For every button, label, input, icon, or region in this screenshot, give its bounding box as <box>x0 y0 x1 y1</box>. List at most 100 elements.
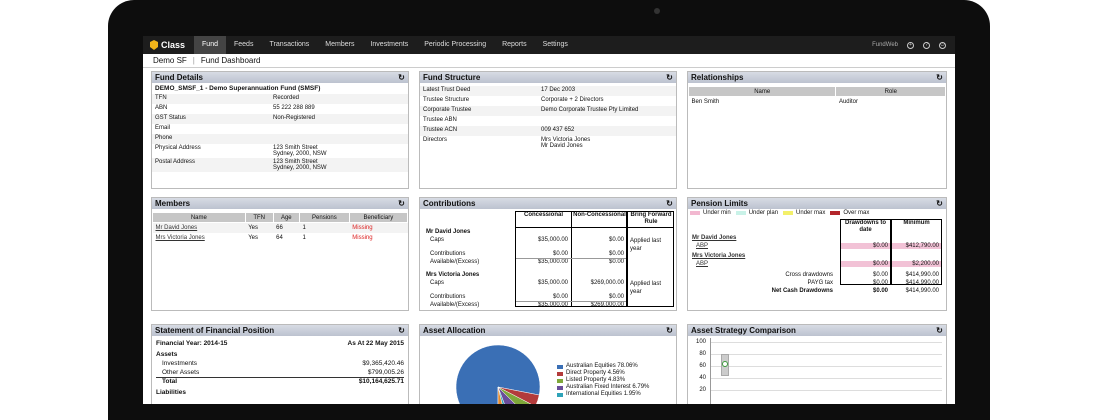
table-row: GST Status Non-Registered <box>152 114 408 124</box>
member-link[interactable]: Mr David Jones <box>692 235 737 241</box>
row-label: TFN <box>152 94 270 104</box>
financial-position-panel: Statement of Financial Position ↻ Financi… <box>151 324 409 404</box>
table-cell: Yes <box>248 224 258 231</box>
liabilities-heading: Liabilities <box>156 389 186 396</box>
member-link[interactable]: Mr David Jones <box>155 224 198 231</box>
row-label: Contributions <box>430 294 466 300</box>
refresh-icon[interactable]: ↻ <box>398 199 405 208</box>
relationships-table: Name Role Ben Smith Auditor <box>688 86 946 107</box>
panel-header: Statement of Financial Position ↻ <box>152 325 408 336</box>
nav-item-settings[interactable]: Settings <box>542 41 568 48</box>
row-label: Directors <box>423 137 448 143</box>
panel-title: Pension Limits <box>691 199 748 208</box>
concessional-value: $35,000.00 <box>537 280 568 286</box>
row-value <box>270 134 408 144</box>
refresh-icon[interactable]: ↻ <box>666 199 673 208</box>
refresh-icon[interactable]: ↻ <box>398 326 405 335</box>
pie-slice[interactable] <box>497 386 535 404</box>
total-label: Net Cash Drawdowns <box>771 288 833 294</box>
power-icon[interactable]: ⏻ <box>939 41 946 49</box>
pension-link[interactable]: ABP <box>696 261 709 267</box>
refresh-icon[interactable]: ↻ <box>398 73 405 82</box>
nav-item-transactions[interactable]: Transactions <box>269 41 310 48</box>
pie-slice[interactable] <box>497 386 513 404</box>
row-value: Mrs Victoria Jones Mr David Jones <box>541 137 591 149</box>
concessional-value: $0.00 <box>552 294 568 300</box>
axis-tick-label: 60 <box>699 363 706 369</box>
minimum-value: $412,790.00 <box>892 243 941 249</box>
column-header[interactable]: Pensions <box>298 212 350 223</box>
row-label: Investments <box>162 360 198 367</box>
pie-slice[interactable] <box>497 386 540 404</box>
row-value: 123 Smith Street Sydney, 2000, NSW <box>273 145 327 157</box>
column-header[interactable]: Age <box>272 212 300 223</box>
asset-strategy-panel: Asset Strategy Comparison ↻ 100 80 60 40 20 <box>687 324 947 404</box>
refresh-icon[interactable]: ↻ <box>666 73 673 82</box>
pie-slice[interactable] <box>497 386 528 404</box>
table-cell: 1 <box>302 234 306 241</box>
table-row: Phone <box>152 134 408 144</box>
row-label: Available/(Excess) <box>430 302 480 308</box>
breadcrumb-separator: | <box>192 56 195 65</box>
pie-slice[interactable] <box>455 344 541 404</box>
non-concessional-value: $0.00 <box>608 251 624 257</box>
fund-name: DEMO_SMSF_1 - Demo Superannuation Fund (… <box>155 85 321 92</box>
panel-title: Relationships <box>691 73 744 82</box>
column-header: Drawdowns to date <box>844 220 886 233</box>
row-label: Latest Trust Deed <box>420 86 538 96</box>
breadcrumb-fund[interactable]: Demo SF <box>153 56 187 65</box>
minimum-value: $2,200.00 <box>892 261 941 267</box>
row-label: Phone <box>152 134 270 144</box>
column-header: Non-Concessional <box>573 212 626 218</box>
refresh-icon[interactable]: ↻ <box>936 199 943 208</box>
panel-header: Relationships ↻ <box>688 72 946 83</box>
row-label: Trustee Structure <box>423 97 470 103</box>
column-header[interactable]: Role <box>835 86 946 97</box>
table-row: Ben Smith Auditor <box>689 97 946 107</box>
member-link[interactable]: Mrs Victoria Jones <box>155 234 205 241</box>
pension-link[interactable]: ABP <box>696 243 709 249</box>
panel-header: Members ↻ <box>152 198 408 209</box>
app-screen: Class Fund Feeds Transactions Members Invest… <box>143 36 955 404</box>
nav-item-investments[interactable]: Investments <box>370 41 409 48</box>
members-table: Name TFN Age Pensions Beneficiary Mr David Jo… <box>152 212 408 243</box>
pension-limits-body: Under min Under plan Under max Over max Draw… <box>688 209 946 294</box>
breadcrumb-page: Fund Dashboard <box>200 56 261 65</box>
table-row: Email <box>152 124 408 134</box>
nav-item-reports[interactable]: Reports <box>502 41 527 48</box>
row-label: Caps <box>430 280 445 286</box>
relationships-panel: Relationships ↻ Name Role Ben Smith Auditor <box>687 71 947 189</box>
row-label: Postal Address <box>152 158 270 172</box>
pension-legend: Under min Under plan Under max Over max <box>688 209 946 217</box>
table-row: Directors Mrs Victoria Jones Mr David Jone… <box>420 136 676 150</box>
column-header[interactable]: Name <box>152 212 246 223</box>
axis-tick-label: 100 <box>695 339 706 345</box>
concessional-value: $0.00 <box>552 251 568 257</box>
pie-slice[interactable] <box>497 386 508 404</box>
as-at-date: As At 22 May 2015 <box>347 340 405 347</box>
strategy-marker <box>722 361 728 367</box>
nav-item-fund[interactable]: Fund <box>194 36 226 54</box>
refresh-icon[interactable]: ↻ <box>936 326 943 335</box>
help-icon[interactable]: ? <box>923 41 930 49</box>
drawdown-value: $0.00 <box>841 243 890 249</box>
table-row: Postal Address 123 Smith Street Sydney, 20… <box>152 158 408 172</box>
logo-text: Class <box>161 40 186 50</box>
refresh-icon[interactable]: ↻ <box>666 326 673 335</box>
non-concessional-value: $269,000.00 <box>590 302 624 308</box>
nav-item-periodic-processing[interactable]: Periodic Processing <box>424 41 487 48</box>
column-header[interactable]: Beneficiary <box>348 212 408 223</box>
table-row: Trustee Structure Corporate + 2 Directors <box>420 96 676 106</box>
member-link[interactable]: Mrs Victoria Jones <box>692 253 746 259</box>
column-header[interactable]: TFN <box>244 212 274 223</box>
nav-item-members[interactable]: Members <box>325 41 355 48</box>
table-row: Mrs Victoria Jones Yes 64 1 Missing <box>152 232 408 243</box>
row-value: Non-Registered <box>270 114 408 124</box>
refresh-icon[interactable]: ↻ <box>936 73 943 82</box>
drawdown-total: $0.00 <box>872 272 888 278</box>
bring-forward-box <box>627 211 674 307</box>
legend-item: Direct Property 4.56% <box>557 370 649 377</box>
column-header[interactable]: Name <box>688 86 837 97</box>
add-icon[interactable]: + <box>907 41 914 49</box>
nav-item-feeds[interactable]: Feeds <box>234 41 254 48</box>
